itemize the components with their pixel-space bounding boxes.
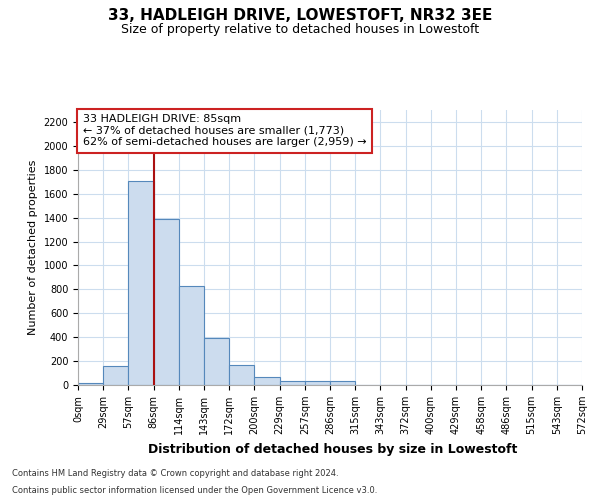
Bar [280, 381, 305, 385]
Bar [330, 382, 355, 385]
Bar [128, 180, 154, 385]
Text: Size of property relative to detached houses in Lowestoft: Size of property relative to detached ho… [121, 22, 479, 36]
Text: Contains HM Land Registry data © Crown copyright and database right 2024.: Contains HM Land Registry data © Crown c… [12, 468, 338, 477]
Bar [179, 286, 204, 385]
Bar [103, 366, 128, 385]
Bar [229, 366, 254, 385]
Bar [305, 382, 330, 385]
Bar [78, 383, 103, 385]
Text: 33 HADLEIGH DRIVE: 85sqm
← 37% of detached houses are smaller (1,773)
62% of sem: 33 HADLEIGH DRIVE: 85sqm ← 37% of detach… [83, 114, 367, 148]
Text: 33, HADLEIGH DRIVE, LOWESTOFT, NR32 3EE: 33, HADLEIGH DRIVE, LOWESTOFT, NR32 3EE [108, 8, 492, 22]
Text: Contains public sector information licensed under the Open Government Licence v3: Contains public sector information licen… [12, 486, 377, 495]
Bar [154, 219, 179, 385]
Bar [254, 376, 280, 385]
Y-axis label: Number of detached properties: Number of detached properties [28, 160, 38, 335]
Text: Distribution of detached houses by size in Lowestoft: Distribution of detached houses by size … [148, 442, 518, 456]
Bar [204, 338, 229, 385]
